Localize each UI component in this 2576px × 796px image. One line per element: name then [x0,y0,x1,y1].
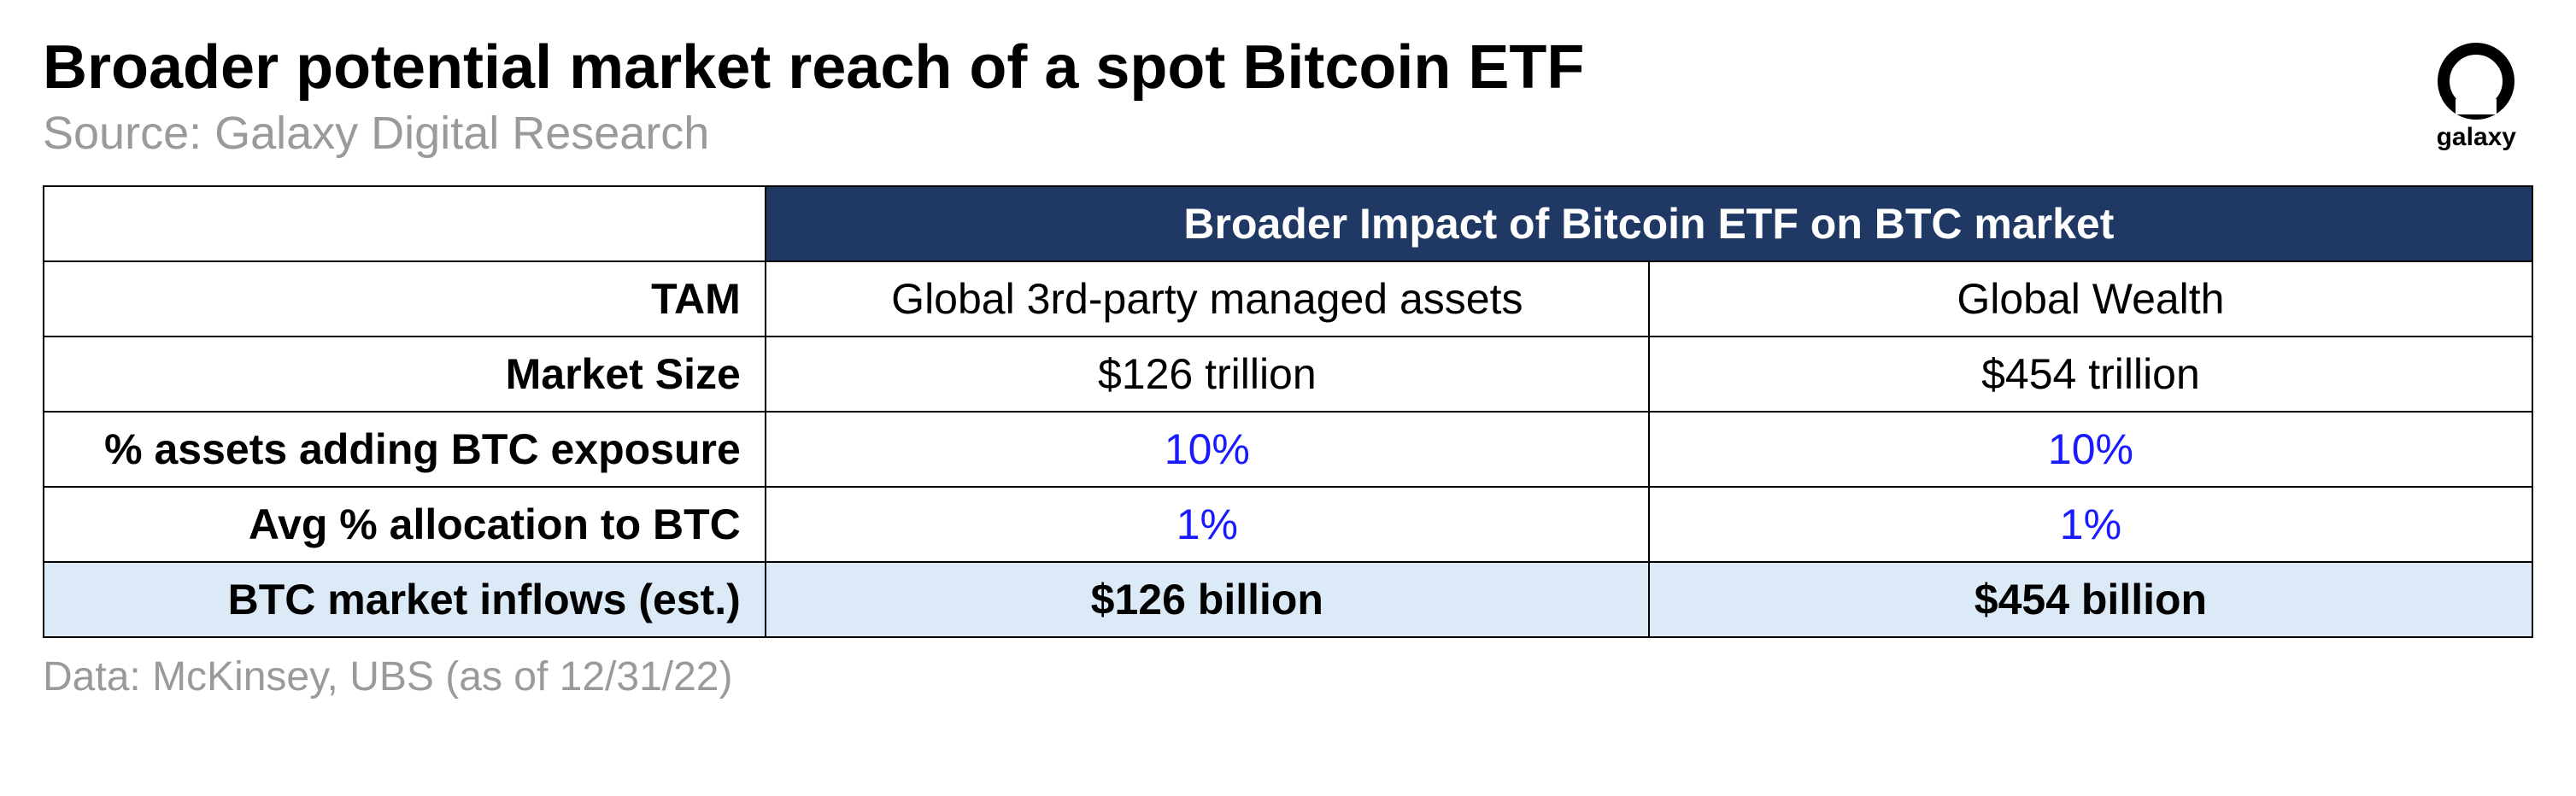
row-label-market-size: Market Size [44,337,766,412]
table-row-result: BTC market inflows (est.) $126 billion $… [44,562,2532,637]
data-attribution: Data: McKinsey, UBS (as of 12/31/22) [43,653,2533,700]
cell-market-size-col2: $454 trillion [1649,337,2532,412]
brand-logo-label: galaxy [2437,123,2516,152]
cell-inflows-col2: $454 billion [1649,562,2532,637]
row-label-tam: TAM [44,261,766,337]
cell-pct-exposure-col2: 10% [1649,412,2532,487]
table-row: % assets adding BTC exposure 10% 10% [44,412,2532,487]
cell-tam-col2: Global Wealth [1649,261,2532,337]
page-title: Broader potential market reach of a spot… [43,34,2437,102]
title-block: Broader potential market reach of a spot… [43,34,2437,185]
cell-tam-col1: Global 3rd-party managed assets [766,261,1649,337]
cell-avg-alloc-col2: 1% [1649,487,2532,562]
source-line: Source: Galaxy Digital Research [43,107,2437,160]
cell-avg-alloc-col1: 1% [766,487,1649,562]
market-reach-table: Broader Impact of Bitcoin ETF on BTC mar… [43,185,2533,638]
table-header-row: Broader Impact of Bitcoin ETF on BTC mar… [44,186,2532,261]
cell-pct-exposure-col1: 10% [766,412,1649,487]
table-row: Market Size $126 trillion $454 trillion [44,337,2532,412]
brand-logo: galaxy [2437,34,2533,152]
cell-market-size-col1: $126 trillion [766,337,1649,412]
row-label-avg-alloc: Avg % allocation to BTC [44,487,766,562]
header: Broader potential market reach of a spot… [43,34,2533,185]
table-row: TAM Global 3rd-party managed assets Glob… [44,261,2532,337]
row-label-pct-exposure: % assets adding BTC exposure [44,412,766,487]
row-label-inflows: BTC market inflows (est.) [44,562,766,637]
cell-inflows-col1: $126 billion [766,562,1649,637]
table-span-header: Broader Impact of Bitcoin ETF on BTC mar… [766,186,2532,261]
table-row: Avg % allocation to BTC 1% 1% [44,487,2532,562]
table-corner-blank [44,186,766,261]
galaxy-logo-icon [2438,43,2514,120]
